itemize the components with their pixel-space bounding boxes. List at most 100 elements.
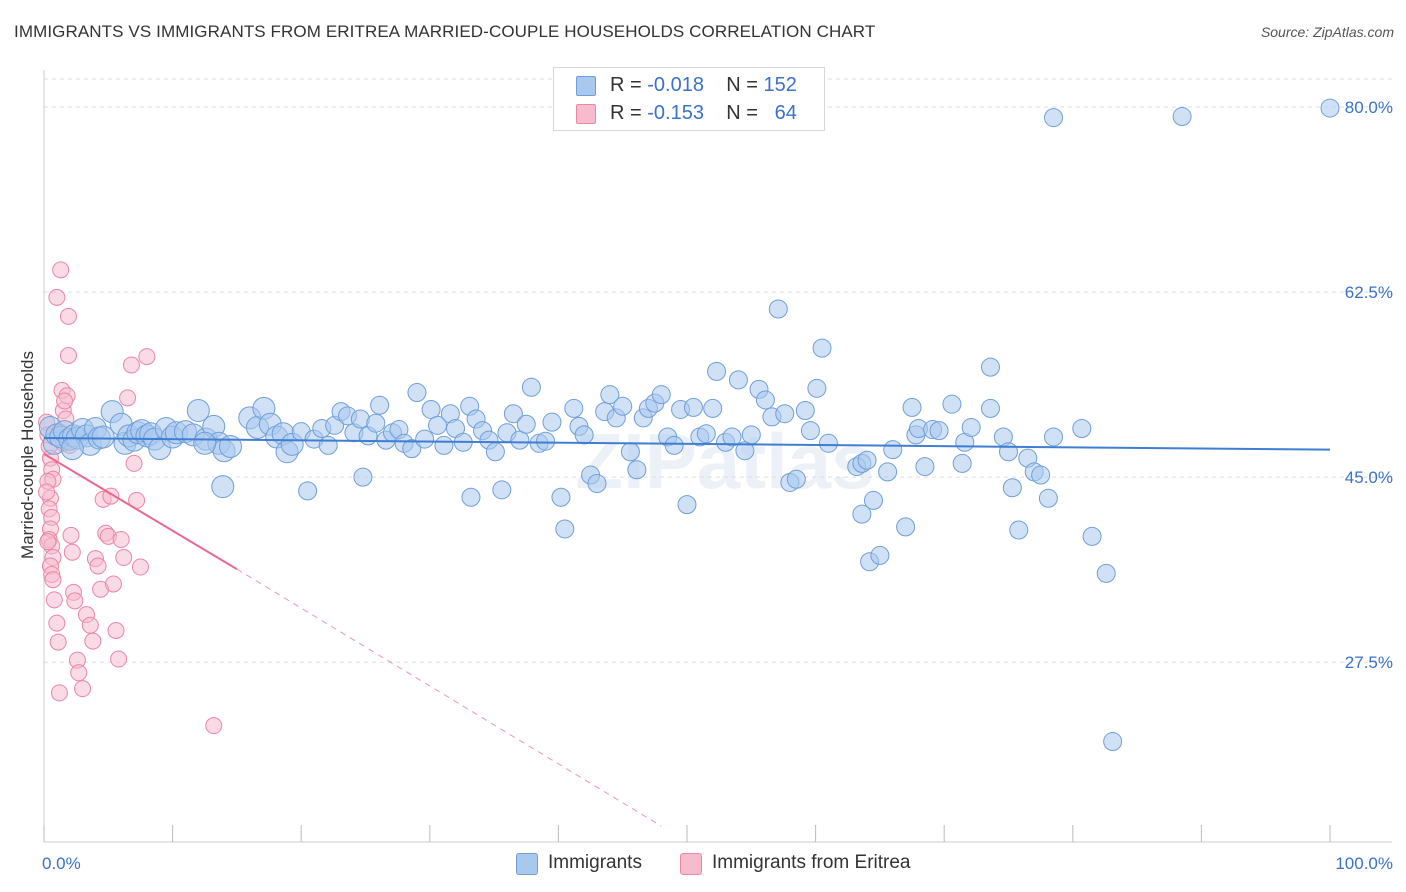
immigrants-point [434,435,454,455]
immigrants-point [1103,732,1123,752]
immigrants-point [707,361,727,381]
eritrea-point [115,549,133,567]
immigrants-point [485,442,505,462]
eritrea-point [138,348,156,366]
eritrea-legend-label: Immigrants from Eritrea [712,852,911,873]
eritrea-point [131,558,149,576]
trend-layer [43,437,1331,827]
immigrants-point [863,490,883,510]
immigrants-point [883,440,903,460]
immigrants-point [1320,98,1340,118]
eritrea-point [62,526,80,544]
immigrants-point [211,475,235,499]
immigrants-point [574,425,594,445]
immigrants-point [1038,488,1058,508]
immigrants-point [768,299,788,319]
immigrants-point [677,495,697,515]
x-tick-label-max: 100.0% [1335,854,1393,873]
immigrants-point [298,481,318,501]
eritrea-point [112,531,130,549]
immigrants-point [613,396,633,416]
immigrants-point [587,473,607,493]
eritrea-point [48,288,66,306]
immigrants-point [929,421,949,441]
immigrants-point [728,370,748,390]
r-value: -0.153 [647,102,704,124]
immigrants-point [600,385,620,405]
n-label: N = [726,102,764,124]
stats-text: R = -0.153 N = 64 [610,102,797,125]
eritrea-swatch [576,104,596,124]
immigrants-point [60,437,84,461]
eritrea-point [63,543,81,561]
eritrea-point [48,614,66,632]
immigrants-point [564,398,584,418]
immigrants-legend-label: Immigrants [548,852,642,873]
immigrants-point [795,401,815,421]
y-axis-label: Married-couple Households [18,351,37,559]
immigrants-point [1072,419,1092,439]
immigrants-point [415,429,435,449]
y-tick-label: 62.5% [1345,283,1393,302]
n-value: 64 [774,102,797,124]
chart-title: IMMIGRANTS VS IMMIGRANTS FROM ERITREA MA… [14,22,876,41]
immigrants-point [407,383,427,403]
immigrants-point [999,442,1018,462]
immigrants-point [421,399,441,419]
eritrea-points-layer [38,261,223,735]
immigrants-point [812,338,832,358]
immigrants-point [551,487,571,507]
immigrants-point [1044,108,1064,128]
immigrants-point [870,545,890,565]
eritrea-point [104,575,122,593]
eritrea-point [59,307,77,325]
immigrants-point [370,395,390,415]
immigrants-point [961,417,981,437]
eritrea-point [56,392,74,410]
immigrants-point [1002,478,1022,498]
watermark: ZIPatlas [575,417,874,505]
eritrea-point [205,717,223,735]
immigrants-point [818,433,838,453]
immigrants-point [915,457,935,477]
immigrants-point [1031,465,1051,485]
immigrants-point [852,504,872,524]
immigrants-point [896,517,916,537]
n-label: N = [726,74,764,96]
immigrants-point [536,431,556,451]
eritrea-trend-extension [236,568,662,827]
immigrants-point [952,453,972,473]
eritrea-point [74,680,92,698]
immigrants-point [942,394,962,414]
immigrants-point [516,414,536,434]
immigrants-point [696,424,716,444]
immigrants-point [366,413,386,433]
immigrants-point [555,519,575,539]
immigrants-point [353,467,373,487]
eritrea-point [44,571,62,589]
immigrants-point [428,415,448,435]
x-tick-label-min: 0.0% [42,854,81,873]
r-label: R = [610,74,648,96]
stats-legend: R = -0.018 N = 152 R = -0.153 N = 64 [553,67,825,131]
immigrants-point [1044,427,1064,447]
immigrants-trend-line [43,437,1331,451]
immigrants-point [755,390,775,410]
immigrants-point [664,435,684,455]
r-label: R = [610,102,648,124]
immigrants-point [800,421,820,441]
eritrea-point [50,684,68,702]
immigrants-point [878,462,898,482]
y-tick-label: 45.0% [1345,468,1393,487]
n-value: 152 [763,74,797,96]
immigrants-point [521,377,541,397]
source-credit: Source: ZipAtlas.com [1260,24,1394,40]
immigrants-point [492,480,512,500]
immigrants-point [402,439,422,459]
eritrea-point [45,591,63,609]
immigrants-point [722,427,742,447]
immigrants-point [627,460,647,480]
eritrea-point [38,483,56,501]
immigrants-point [980,357,1000,377]
